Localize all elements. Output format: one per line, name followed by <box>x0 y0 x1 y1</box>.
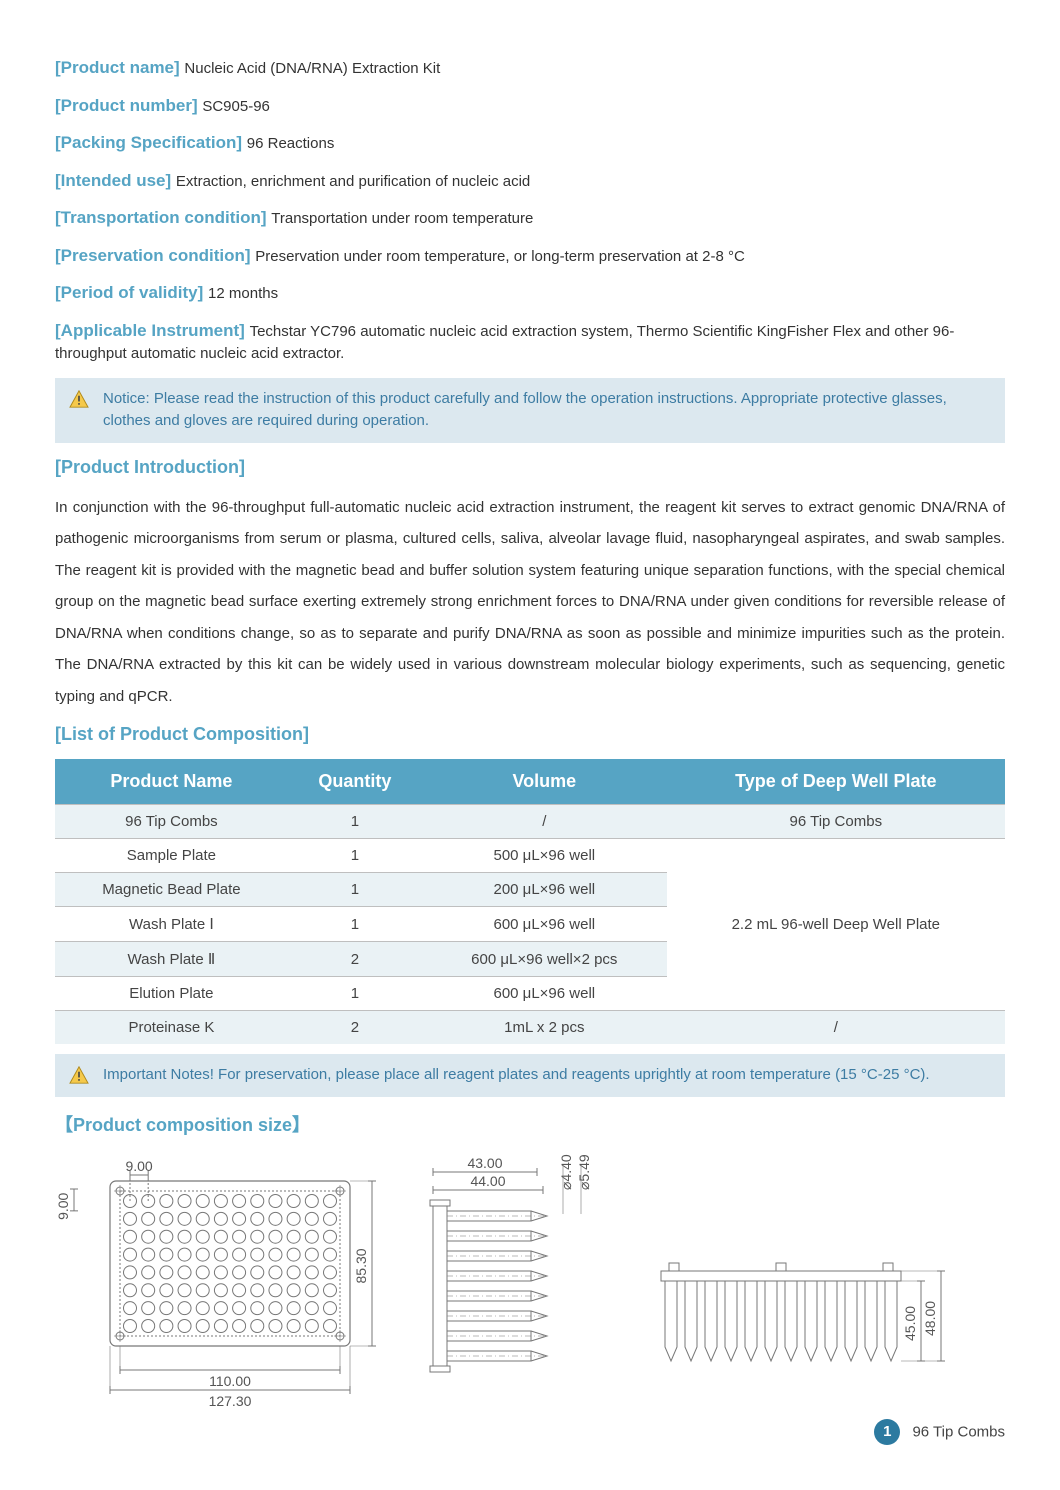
table-cell: / <box>667 1011 1005 1045</box>
section-heading-composition-size: 【Product composition size】 <box>55 1111 1005 1137</box>
meta-label: [Preservation condition] <box>55 246 255 265</box>
table-cell: Wash Plate Ⅰ <box>55 907 288 942</box>
svg-text:85.30: 85.30 <box>353 1248 369 1283</box>
meta-value: Preservation under room temperature, or … <box>255 248 745 265</box>
meta-value: Extraction, enrichment and purification … <box>176 173 530 190</box>
table-cell: 96 Tip Combs <box>55 805 288 839</box>
meta-label: [Packing Specification] <box>55 133 247 152</box>
meta-line: [Transportation condition] Transportatio… <box>55 205 1005 231</box>
table-cell: 2 <box>288 1011 422 1045</box>
section-heading-introduction: [Product Introduction] <box>55 457 1005 478</box>
table-cell: 600 μL×96 well <box>422 977 667 1011</box>
table-cell: Sample Plate <box>55 839 288 873</box>
table-row: 96 Tip Combs1/96 Tip Combs <box>55 805 1005 839</box>
table-row: Proteinase K21mL x 2 pcs/ <box>55 1011 1005 1045</box>
composition-table: Product NameQuantityVolumeType of Deep W… <box>55 759 1005 1044</box>
notice-box: Notice: Please read the instruction of t… <box>55 378 1005 443</box>
notice-text: Important Notes! For preservation, pleas… <box>103 1064 930 1087</box>
svg-text:45.00: 45.00 <box>902 1305 918 1340</box>
meta-label: [Applicable Instrument] <box>55 321 250 340</box>
meta-line: [Packing Specification] 96 Reactions <box>55 130 1005 156</box>
table-cell: Elution Plate <box>55 977 288 1011</box>
meta-label: [Intended use] <box>55 171 176 190</box>
meta-value: SC905-96 <box>202 98 270 115</box>
table-header: Quantity <box>288 759 422 805</box>
page-number-badge: 1 <box>874 1419 900 1445</box>
svg-text:127.30: 127.30 <box>209 1393 252 1409</box>
table-cell-merged: 2.2 mL 96-well Deep Well Plate <box>667 839 1005 1011</box>
meta-label: [Product number] <box>55 96 202 115</box>
table-header: Type of Deep Well Plate <box>667 759 1005 805</box>
page-footer: 1 96 Tip Combs <box>55 1419 1005 1445</box>
meta-label: [Transportation condition] <box>55 208 271 227</box>
table-header: Product Name <box>55 759 288 805</box>
meta-value: Nucleic Acid (DNA/RNA) Extraction Kit <box>184 60 440 77</box>
meta-line: [Period of validity] 12 months <box>55 280 1005 306</box>
table-header: Volume <box>422 759 667 805</box>
table-cell: 2 <box>288 942 422 977</box>
svg-text:9.00: 9.00 <box>55 1192 71 1219</box>
table-cell: / <box>422 805 667 839</box>
table-cell: 1 <box>288 907 422 942</box>
meta-line: [Preservation condition] Preservation un… <box>55 243 1005 269</box>
notice-text: Notice: Please read the instruction of t… <box>103 388 991 433</box>
table-cell: 600 μL×96 well×2 pcs <box>422 942 667 977</box>
svg-text:⌀5.49: ⌀5.49 <box>576 1154 592 1190</box>
meta-label: [Period of validity] <box>55 283 208 302</box>
table-cell: 96 Tip Combs <box>667 805 1005 839</box>
table-cell: 1 <box>288 839 422 873</box>
svg-text:43.00: 43.00 <box>467 1155 502 1171</box>
diagram-comb-view: 45.0048.00 <box>651 1241 971 1411</box>
table-cell: 600 μL×96 well <box>422 907 667 942</box>
meta-label: [Product name] <box>55 58 184 77</box>
meta-line: [Applicable Instrument] Techstar YC796 a… <box>55 318 1005 366</box>
table-cell: 1mL x 2 pcs <box>422 1011 667 1045</box>
warning-icon <box>69 1066 89 1084</box>
svg-text:48.00: 48.00 <box>922 1300 938 1335</box>
diagram-row: 9.00 9.00 85.30 110.00 127.30 43.00 44.00 ⌀4.4… <box>55 1151 1005 1411</box>
diagram-top-view: 9.00 9.00 85.30 110.00 127.30 <box>55 1151 395 1411</box>
notice-box: Important Notes! For preservation, pleas… <box>55 1054 1005 1097</box>
table-cell: 500 μL×96 well <box>422 839 667 873</box>
section-heading-composition-list: [List of Product Composition] <box>55 724 1005 745</box>
table-cell: Magnetic Bead Plate <box>55 873 288 907</box>
diagram-side-view: 43.00 44.00 ⌀4.40⌀5.49 <box>423 1151 623 1411</box>
table-cell: 200 μL×96 well <box>422 873 667 907</box>
meta-line: [Product number] SC905-96 <box>55 93 1005 119</box>
table-cell: Wash Plate Ⅱ <box>55 942 288 977</box>
table-cell: Proteinase K <box>55 1011 288 1045</box>
meta-value: 12 months <box>208 285 278 302</box>
introduction-paragraph: In conjunction with the 96-throughput fu… <box>55 492 1005 713</box>
meta-line: [Intended use] Extraction, enrichment an… <box>55 168 1005 194</box>
svg-text:9.00: 9.00 <box>125 1158 152 1174</box>
svg-text:110.00: 110.00 <box>209 1373 251 1389</box>
svg-text:⌀4.40: ⌀4.40 <box>558 1154 574 1190</box>
table-cell: 1 <box>288 873 422 907</box>
table-row: Sample Plate1500 μL×96 well2.2 mL 96-wel… <box>55 839 1005 873</box>
footer-label: 96 Tip Combs <box>912 1423 1005 1440</box>
warning-icon <box>69 390 89 408</box>
meta-value: 96 Reactions <box>247 135 335 152</box>
meta-line: [Product name] Nucleic Acid (DNA/RNA) Ex… <box>55 55 1005 81</box>
meta-value: Transportation under room temperature <box>271 210 533 227</box>
table-cell: 1 <box>288 805 422 839</box>
svg-text:44.00: 44.00 <box>470 1173 505 1189</box>
table-cell: 1 <box>288 977 422 1011</box>
